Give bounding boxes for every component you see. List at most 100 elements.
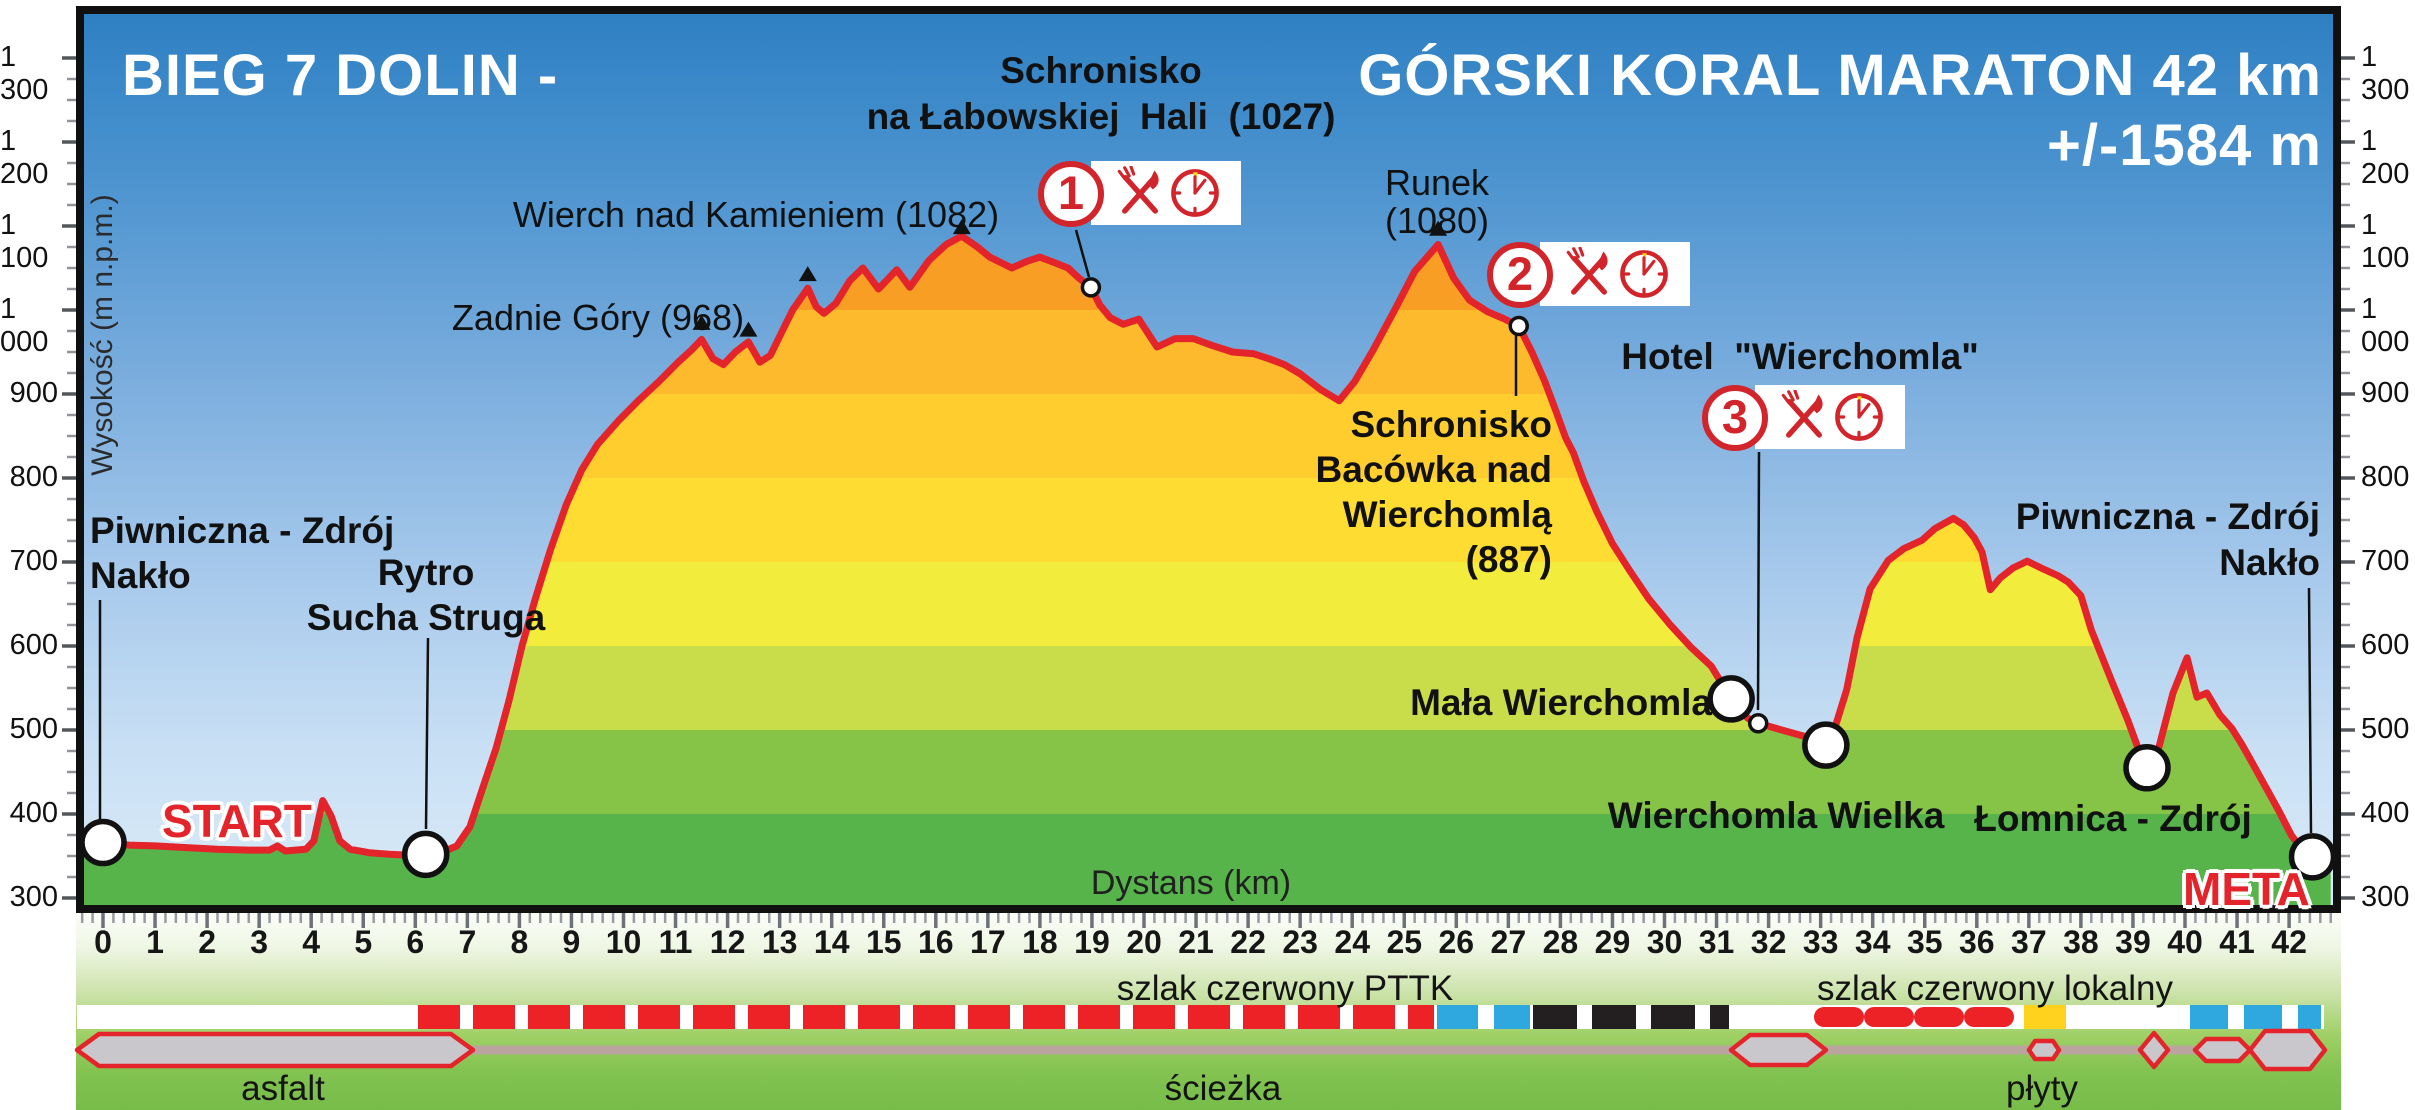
label-piwniczna-left-1: Piwniczna - Zdrój [90, 510, 395, 551]
y-axis-ticks [62, 56, 2355, 900]
x-tick-label: 34 [1854, 924, 1891, 960]
road-hexagon-0 [74, 1031, 476, 1069]
checkpoint-3-services-panel [1755, 385, 1905, 449]
x-tick-label: 26 [1438, 924, 1475, 960]
y-tick-label-right: 900 [2361, 377, 2410, 409]
label-bacowka-4: (887) [1465, 539, 1552, 580]
label-mala-wierchomla: Mała Wierchomla [1410, 682, 1712, 723]
x-tick-label: 17 [970, 924, 1006, 960]
y-tick-label-left: 400 [9, 797, 58, 829]
label-rytro-1: Rytro [377, 552, 475, 593]
x-tick-label: 2 [198, 924, 216, 960]
x-tick-label: 9 [562, 924, 581, 960]
label-szlak-lokalny: szlak czerwony lokalny [1817, 969, 2173, 1008]
label-rytro-2: Sucha Struga [306, 597, 546, 638]
label-zadnie-gory: Zadnie Góry (968) [451, 297, 745, 338]
label-runek-1: Runek [1384, 162, 1490, 203]
road-hexagon-2 [1728, 1032, 1829, 1068]
x-tick-label: 27 [1490, 924, 1527, 960]
label-piwniczna-right-2: Nakło [2219, 542, 2320, 583]
clock-icon [1835, 393, 1883, 441]
x-tick-label: 40 [2167, 924, 2203, 960]
y-tick-label-left: 900 [9, 377, 58, 409]
x-tick-label: 42 [2271, 924, 2307, 960]
x-tick-label: 10 [605, 924, 642, 960]
station-marker-1 [401, 830, 450, 879]
elevation-band-1000 [79, 236, 2331, 310]
y-axis-title: Wysokość (m n.p.m.) [86, 194, 119, 476]
x-tick-label: 0 [94, 924, 112, 960]
fork-knife-icon [1781, 390, 1823, 438]
elevation-band-500 [79, 646, 2331, 730]
label-runek-2: (1080) [1384, 200, 1490, 241]
label-piwniczna-right-1: Piwniczna - Zdrój [2015, 496, 2320, 537]
checkpoint-dot-3 [1747, 713, 1769, 734]
label-lomnica-zdroj: Łomnica - Zdrój [1974, 798, 2252, 839]
checkpoint-3-badge: 3 [1702, 385, 1768, 451]
x-tick-label: 1 [146, 924, 164, 960]
clock-icon [1171, 169, 1219, 217]
x-tick-label: 5 [354, 924, 373, 960]
y-tick-label-left: 500 [9, 713, 58, 745]
label-meta: META [2183, 863, 2310, 915]
label-schronisko-labowska-2: na Łabowskiej Hali (1027) [866, 96, 1336, 137]
x-tick-label: 11 [658, 924, 693, 960]
y-tick-label-left: 1 300 [0, 41, 49, 106]
station-marker-3 [1802, 721, 1850, 769]
checkpoint-2-badge: 2 [1487, 242, 1553, 308]
y-tick-label-right: 700 [2361, 545, 2410, 577]
x-tick-label: 14 [813, 924, 850, 960]
fork-knife-icon [1117, 166, 1159, 214]
label-bacowka-3: Wierchomlą [1342, 494, 1552, 535]
y-tick-label-left: 1 100 [0, 209, 49, 274]
x-axis-title: Dystans (km) [1090, 864, 1292, 902]
checkpoint-2-services-panel [1540, 242, 1690, 306]
y-tick-label-right: 400 [2361, 797, 2410, 829]
station-marker-0 [79, 818, 127, 867]
x-tick-label: 35 [1906, 924, 1943, 960]
fork-knife-icon [1566, 247, 1608, 295]
peak-marker-icon [1429, 220, 1448, 236]
station-marker-5 [2288, 833, 2337, 881]
x-tick-label: 16 [918, 924, 954, 960]
title-right-line2: +/-1584 m [2046, 113, 2322, 178]
peak-marker-icon [952, 219, 971, 235]
x-tick-label: 20 [1126, 924, 1162, 960]
road-diamond [2137, 1030, 2171, 1070]
label-hotel-wierchomla: Hotel "Wierchomla" [1621, 336, 1979, 377]
x-tick-label: 13 [761, 924, 798, 960]
road-hexagon-3 [2026, 1038, 2062, 1062]
title-left: BIEG 7 DOLIN - [122, 43, 559, 108]
x-tick-label: 36 [1959, 924, 1995, 960]
x-tick-label: 30 [1646, 924, 1683, 960]
y-tick-label-left: 300 [9, 881, 58, 913]
leader-line-1 [424, 637, 430, 830]
y-tick-label-left: 800 [9, 461, 58, 493]
label-wierch-nad-kamieniem: Wierch nad Kamieniem (1082) [512, 194, 1000, 235]
profile-line [76, 232, 2335, 868]
x-tick-label: 6 [406, 924, 425, 960]
x-tick-label: 24 [1334, 924, 1370, 960]
y-tick-label-left: 1 000 [0, 293, 49, 358]
x-tick-label: 4 [302, 924, 321, 960]
x-tick-label: 12 [709, 924, 746, 960]
label-szlak-pttk: szlak czerwony PTTK [1116, 969, 1454, 1008]
x-tick-label: 32 [1750, 924, 1787, 960]
y-tick-label-left: 700 [9, 545, 58, 577]
y-tick-label-right: 300 [2361, 881, 2410, 913]
x-tick-label: 7 [458, 924, 477, 960]
label-wierchomla-wielka: Wierchomla Wielka [1607, 795, 1945, 836]
peak-marker-icon [692, 314, 711, 330]
x-tick-label: 29 [1594, 924, 1631, 960]
label-piwniczna-left-2: Nakło [90, 555, 191, 596]
x-tick-label: 23 [1282, 924, 1318, 960]
road-hexagon-6 [2247, 1028, 2328, 1072]
x-tick-label: 31 [1698, 924, 1735, 960]
x-tick-label: 19 [1074, 924, 1110, 960]
peak-marker-icon [798, 266, 817, 282]
leader-line-5 [2307, 587, 2313, 834]
y-tick-label-left: 600 [9, 629, 58, 661]
x-tick-label: 38 [2063, 924, 2099, 960]
clock-icon [1620, 250, 1668, 298]
